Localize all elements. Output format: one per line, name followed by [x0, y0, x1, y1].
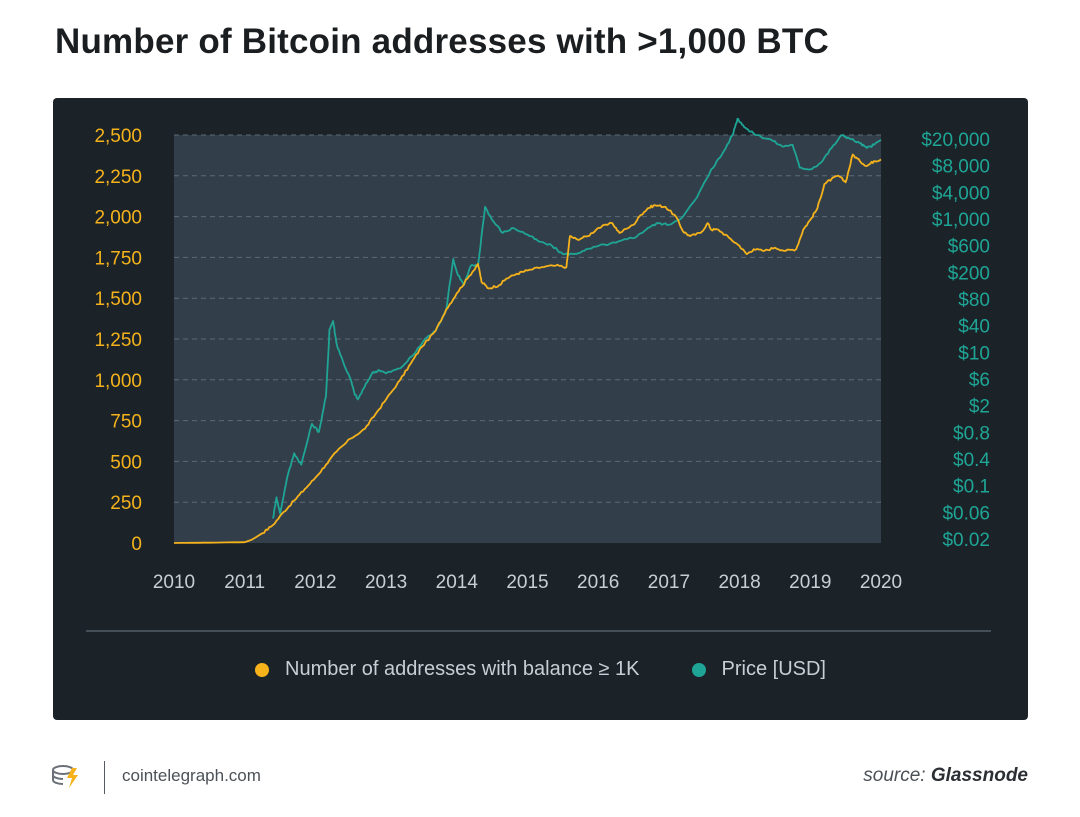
y-left-tick-label: 500 — [110, 452, 142, 473]
y-right-tick-label: $1,000 — [932, 210, 990, 231]
y-right-tick-label: $2 — [969, 397, 990, 418]
x-tick-label: 2014 — [436, 572, 479, 593]
legend-dot-price — [691, 662, 706, 677]
legend-item-price: Price [USD] — [691, 658, 826, 681]
page-title: Number of Bitcoin addresses with >1,000 … — [55, 22, 829, 61]
legend: Number of addresses with balance ≥ 1K Pr… — [53, 658, 1028, 681]
y-right-tick-label: $6 — [969, 370, 990, 391]
y-left-tick-label: 2,500 — [94, 126, 142, 147]
y-right-tick-label: $200 — [948, 263, 990, 284]
y-right-tick-label: $0.8 — [953, 423, 990, 444]
x-tick-label: 2020 — [860, 572, 902, 593]
footer-separator — [104, 761, 105, 794]
y-right-tick-label: $4,000 — [932, 183, 990, 204]
x-tick-label: 2017 — [648, 572, 690, 593]
legend-dot-addresses — [255, 662, 270, 677]
x-tick-label: 2010 — [153, 572, 195, 593]
x-tick-label: 2011 — [224, 572, 265, 593]
x-tick-label: 2019 — [789, 572, 831, 593]
legend-label-addresses: Number of addresses with balance ≥ 1K — [285, 658, 640, 680]
y-right-tick-label: $0.1 — [953, 477, 990, 498]
y-right-tick-label: $0.02 — [942, 530, 990, 551]
y-left-tick-label: 0 — [131, 534, 142, 555]
y-left-tick-label: 2,000 — [94, 208, 142, 229]
legend-item-addresses: Number of addresses with balance ≥ 1K — [255, 658, 640, 681]
y-left-tick-label: 1,000 — [94, 371, 142, 392]
footer-source-label: source: — [863, 765, 926, 786]
x-tick-label: 2012 — [294, 572, 336, 593]
x-tick-label: 2015 — [506, 572, 548, 593]
y-right-tick-label: $80 — [958, 290, 990, 311]
chart-panel: 0 250 500 750 1,000 1,250 1,500 1,750 2,000 2,250… — [53, 98, 1028, 720]
y-left-tick-label: 2,250 — [94, 167, 142, 188]
y-right-tick-label: $0.06 — [942, 503, 990, 524]
cointelegraph-logo-icon — [52, 765, 78, 788]
y-left-tick-label: 1,250 — [94, 330, 142, 351]
y-right-tick-label: $10 — [958, 343, 990, 364]
footer-site: cointelegraph.com — [122, 766, 261, 785]
x-tick-label: 2016 — [577, 572, 619, 593]
chart-svg: 0 250 500 750 1,000 1,250 1,500 1,750 2,000 2,250… — [86, 117, 991, 632]
y-left-tick-label: 1,500 — [94, 289, 142, 310]
y-right-tick-label: $8,000 — [932, 157, 990, 178]
y-right-tick-label: $20,000 — [921, 130, 990, 151]
addresses-series-line — [173, 153, 882, 544]
price-series-line — [272, 117, 882, 519]
footer-source: source: Glassnode — [863, 765, 1028, 787]
footer-source-name: Glassnode — [930, 765, 1028, 786]
y-right-tick-label: $600 — [948, 237, 990, 258]
y-left-tick-label: 750 — [110, 412, 142, 433]
y-left-tick-label: 250 — [110, 493, 142, 514]
y-right-tick-label: $40 — [958, 317, 990, 338]
legend-label-price: Price [USD] — [721, 658, 826, 680]
x-tick-label: 2018 — [718, 572, 760, 593]
y-right-tick-label: $0.4 — [953, 450, 990, 471]
x-tick-label: 2013 — [365, 572, 407, 593]
y-left-tick-label: 1,750 — [94, 248, 142, 269]
